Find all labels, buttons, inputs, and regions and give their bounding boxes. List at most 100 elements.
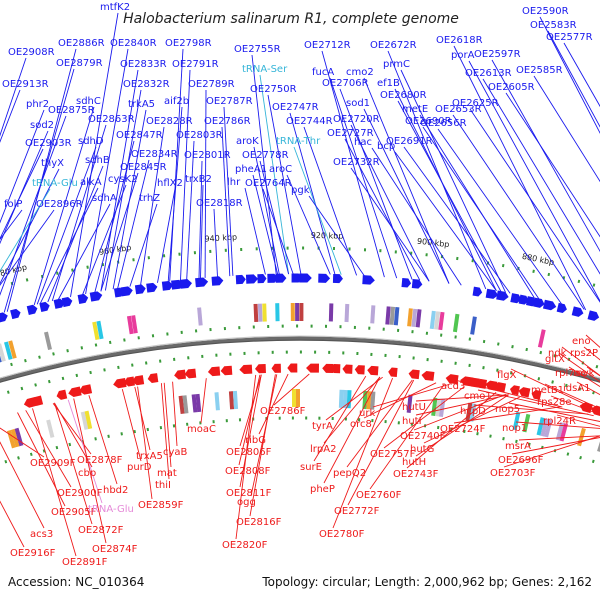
scale-tick [10,362,13,367]
forward-gene-arrow [257,274,267,284]
forward-gene-arrow [179,279,193,289]
feature-bands [0,246,600,464]
bottom-gene-label: ribG [245,435,266,446]
top-leader-line [223,106,234,276]
forward-gene-arrow [61,296,73,308]
top-gene-label: OE2744R [286,116,333,127]
scale-tick [324,324,328,328]
bottom-leader-line [415,394,509,402]
forward-feature-block [434,311,441,330]
scale-tick [299,350,302,354]
forward-feature-block [344,303,350,323]
forward-feature-block [429,310,436,330]
scale-tick [186,422,189,426]
top-gene-label: OE2828R [146,116,193,127]
reverse-feature-block [291,388,297,408]
scale-tick [384,353,387,357]
reverse-gene-arrow [271,363,281,373]
bottom-leader-line [558,352,600,383]
top-leader-line [339,88,413,280]
bottom-leader-line [363,382,437,419]
top-gene-label: OE2913R [2,79,49,90]
scale-tick [342,351,345,355]
bottom-leader-line [406,392,497,469]
bottom-leader-line [477,389,594,417]
forward-gene-arrow [26,304,38,316]
top-gene-label: OE2845R [120,162,167,173]
bottom-leader-line [511,437,600,455]
scale-tick [454,361,457,365]
bottom-gene-label: eno [572,336,591,347]
forward-feature-block [257,303,263,322]
scale-tick [215,353,218,357]
reverse-feature-block [228,391,235,410]
top-gene-label: OE2801R [184,150,231,161]
bottom-gene-label: idsA1 [563,383,591,394]
reverse-gene-arrow [421,371,435,381]
scale-tick [252,325,255,329]
scale-tick [591,459,595,464]
bottom-gene-label: OE2859F [138,500,184,511]
top-leader-line [186,140,195,280]
scale-tick [358,418,361,422]
scale-tick [501,263,505,268]
scale-tick [412,356,415,360]
scale-tick [144,361,148,365]
top-leader-line [0,115,67,296]
bottom-leader-line [73,398,107,544]
top-leader-line [0,109,45,224]
scale-tick [310,324,313,328]
scale-tick [271,350,274,354]
scale-tick [579,455,582,460]
bottom-gene-label: OE2874F [92,544,138,555]
scale-tick [564,383,568,388]
scale-tick [539,350,543,355]
scale-tick [379,249,382,253]
scale-tick [577,279,581,284]
scale-tick [267,324,270,329]
reverse-gene-arrow [330,364,341,374]
scale-tick [532,269,535,273]
top-leader-line [6,48,77,312]
top-gene-label: sdhA [92,193,117,204]
top-gene-label: sdhB [85,155,110,166]
forward-feature-block [262,303,267,322]
top-gene-label: OE2712R [304,40,351,51]
top-leader-line [293,146,342,275]
bottom-leader-line [323,376,381,484]
top-gene-label: OE2764R [245,178,292,189]
scale-tick [553,354,557,358]
top-gene-label: hac [354,137,372,148]
forward-gene-arrow [134,284,146,295]
scale-tick [551,380,554,384]
reverse-feature-block [178,395,185,414]
top-leader-line [403,146,511,294]
forward-gene-arrow [161,280,174,291]
top-leader-line [371,147,462,286]
top-leader-line [539,16,600,134]
scale-tick [17,456,20,460]
bottom-gene-label: OE2905F [51,507,97,518]
top-gene-label: OE2863R [88,114,135,125]
top-gene-label: OE2690R [405,116,452,127]
reverse-feature-block [191,394,198,413]
forward-feature-block [299,302,304,322]
bottom-gene-label: thiI [155,480,171,491]
scale-tick [547,272,551,277]
scale-tick [396,328,400,332]
reverse-feature-block [182,395,189,414]
top-gene-label: OE2896R [36,199,83,210]
forward-gene-arrow [318,273,331,283]
scale-tick [238,418,242,422]
reverse-gene-arrow [509,385,520,396]
scale-tick [595,364,599,369]
bottom-gene-label: hutI [402,416,422,427]
top-gene-label: sod2 [30,120,54,131]
scale-tick [201,354,204,358]
reverse-gene-arrow [518,387,531,398]
scale-tick [278,416,281,420]
top-leader-line [0,188,51,272]
top-leader-line [267,94,302,275]
top-gene-label: OE2583R [530,20,577,31]
